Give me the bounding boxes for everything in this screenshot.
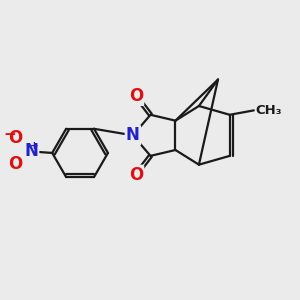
Text: +: + <box>30 141 39 151</box>
Text: O: O <box>129 166 143 184</box>
Text: N: N <box>24 142 38 160</box>
Text: O: O <box>8 129 22 147</box>
Text: CH₃: CH₃ <box>256 104 282 117</box>
Text: O: O <box>8 155 22 173</box>
Text: −: − <box>3 127 16 142</box>
Text: N: N <box>126 126 140 144</box>
Text: O: O <box>129 87 143 105</box>
